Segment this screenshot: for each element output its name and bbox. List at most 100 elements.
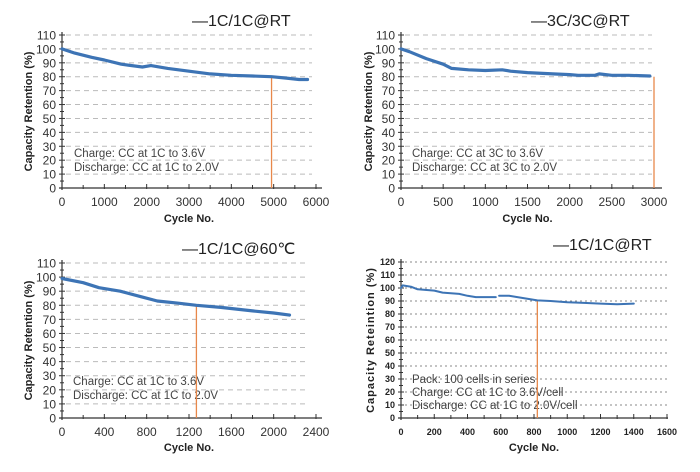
y-tick-label: 90 <box>382 56 396 70</box>
x-tick-label: 400 <box>94 425 114 439</box>
y-tick-label: 70 <box>382 84 396 98</box>
x-tick-label: 1000 <box>557 427 577 437</box>
x-tick-label: 2500 <box>598 195 625 209</box>
x-axis-label: Cycle No. <box>164 442 214 454</box>
x-axis-label: Cycle No. <box>502 213 552 225</box>
y-tick-label: 80 <box>385 309 395 319</box>
y-axis-label: Capacity Retention (%) <box>23 51 35 171</box>
y-tick-label: 80 <box>382 70 396 84</box>
y-tick-label: 60 <box>382 98 396 112</box>
chart-title: —1C/1C@60℃ <box>182 241 295 258</box>
condition-note: Discharge: CC at 1C to 2.0V <box>74 162 219 174</box>
y-tick-label: 100 <box>36 42 56 56</box>
x-tick-label: 800 <box>137 425 157 439</box>
x-tick-label: 3000 <box>641 195 668 209</box>
y-tick-label: 20 <box>385 387 395 397</box>
y-tick-label: 110 <box>376 29 395 43</box>
y-tick-label: 120 <box>380 257 395 267</box>
x-tick-label: 0 <box>59 425 66 439</box>
x-tick-label: 200 <box>427 427 442 437</box>
y-tick-label: 0 <box>388 182 395 196</box>
y-tick-label: 90 <box>43 285 57 299</box>
y-tick-label: 50 <box>43 112 57 126</box>
y-tick-label: 0 <box>390 413 395 423</box>
y-tick-label: 100 <box>375 42 395 56</box>
y-tick-label: 90 <box>43 56 57 70</box>
y-tick-label: 40 <box>382 126 396 140</box>
x-tick-label: 1200 <box>176 425 203 439</box>
series-line <box>399 47 652 78</box>
x-tick-label: 5000 <box>260 195 287 209</box>
y-tick-label: 0 <box>49 412 56 426</box>
x-tick-label: 0 <box>59 195 66 209</box>
x-tick-label: 800 <box>526 427 541 437</box>
chart-title: —1C/1C@RT <box>553 237 652 254</box>
y-axis-label: Capacity Reteintion (%) <box>365 267 377 413</box>
y-tick-label: 0 <box>49 182 56 196</box>
y-tick-label: 40 <box>43 355 57 369</box>
condition-note: Charge: CC at 1C to 3.6V <box>73 376 204 388</box>
x-tick-label: 0 <box>398 195 405 209</box>
x-tick-label: 600 <box>493 427 508 437</box>
y-tick-label: 10 <box>382 168 396 182</box>
y-tick-label: 10 <box>43 397 57 411</box>
y-tick-label: 80 <box>43 70 57 84</box>
x-tick-label: 2400 <box>303 425 330 439</box>
y-tick-label: 20 <box>43 383 57 397</box>
x-tick-label: 1600 <box>218 425 245 439</box>
y-tick-label: 50 <box>382 112 396 126</box>
y-tick-label: 70 <box>43 313 57 327</box>
x-tick-label: 1500 <box>514 195 541 209</box>
y-tick-label: 110 <box>37 257 56 271</box>
y-tick-label: 40 <box>385 361 395 371</box>
condition-note: Pack: 100 cells in series <box>412 374 536 386</box>
x-tick-label: 1000 <box>472 195 499 209</box>
y-tick-label: 10 <box>385 400 395 410</box>
y-tick-label: 60 <box>43 327 57 341</box>
chart-title: —1C/1C@RT <box>192 13 291 30</box>
condition-note: Charge: CC at 3C to 3.6V <box>412 148 543 160</box>
x-tick-label: 3000 <box>176 195 203 209</box>
x-tick-label: 2000 <box>260 425 287 439</box>
y-tick-label: 30 <box>382 140 396 154</box>
y-tick-label: 30 <box>43 369 57 383</box>
y-tick-label: 80 <box>43 299 57 313</box>
series-line <box>498 294 635 306</box>
x-tick-label: 1000 <box>91 195 118 209</box>
y-tick-label: 40 <box>43 126 57 140</box>
condition-note: Charge: CC at 1C to 3.6V <box>74 148 205 160</box>
x-tick-label: 2000 <box>556 195 583 209</box>
x-tick-label: 500 <box>433 195 453 209</box>
y-tick-label: 110 <box>37 29 56 43</box>
y-axis-label: Capacity Retention (%) <box>23 280 35 400</box>
y-tick-label: 70 <box>43 84 57 98</box>
series-line <box>60 276 292 317</box>
y-tick-label: 60 <box>43 98 57 112</box>
x-tick-label: 1600 <box>657 427 677 437</box>
y-tick-label: 20 <box>43 154 57 168</box>
condition-note: Charge: CC at 1C to 3.6V/cell <box>412 387 564 399</box>
x-axis-label: Cycle No. <box>509 442 559 454</box>
x-tick-label: 4000 <box>218 195 245 209</box>
x-tick-label: 400 <box>460 427 475 437</box>
y-tick-label: 90 <box>385 296 395 306</box>
condition-note: Discharge: CC at 3C to 2.0V <box>412 162 557 174</box>
x-tick-label: 6000 <box>303 195 330 209</box>
y-tick-label: 20 <box>382 154 396 168</box>
x-tick-label: 0 <box>398 427 403 437</box>
x-axis-label: Cycle No. <box>164 213 214 225</box>
y-tick-label: 100 <box>36 271 56 285</box>
y-tick-label: 60 <box>385 335 395 345</box>
series-line <box>60 47 310 82</box>
y-tick-label: 70 <box>385 322 395 332</box>
y-tick-label: 100 <box>380 283 395 293</box>
y-tick-label: 10 <box>43 168 57 182</box>
series-line <box>400 284 497 299</box>
x-tick-label: 1200 <box>590 427 610 437</box>
y-axis-label: Capacity Retention (%) <box>363 51 375 171</box>
y-tick-label: 50 <box>385 348 395 358</box>
